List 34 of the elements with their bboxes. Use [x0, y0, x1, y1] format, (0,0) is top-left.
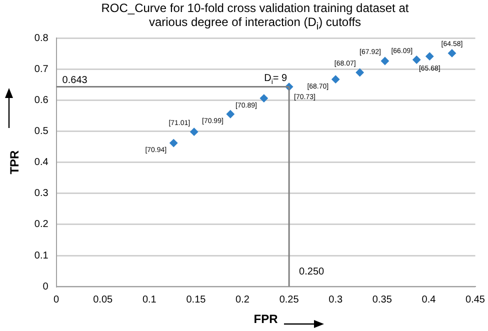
x-tick-label: 0.25 [279, 294, 300, 306]
point [426, 52, 434, 60]
x-tick-label: 0.4 [422, 294, 436, 306]
point [380, 56, 389, 65]
y-tick-label: 0.5 [34, 126, 49, 137]
point [448, 49, 456, 58]
x-tick-label: 0.3 [328, 294, 343, 306]
point [170, 139, 178, 148]
y-tick-label: 0 [42, 281, 49, 292]
x-tick-label: 0.45 [466, 294, 486, 306]
chart-title: ROC_Curve for 10-fold cross validation training dataset at various degree of interaction (D$_{i}$) cutoffs [100, 1, 410, 34]
point [260, 94, 268, 102]
point [226, 110, 234, 118]
point [356, 68, 364, 76]
y-tick-label: 0.3 [34, 188, 49, 200]
point [190, 128, 198, 136]
y-tick-label: 0.4 [34, 157, 49, 168]
x-axis-title: FPR [254, 312, 278, 326]
y-tick-label: 0.8 [34, 32, 49, 44]
y-tick-label: 0.6 [34, 94, 49, 106]
y-tick-label: 0.7 [34, 64, 49, 75]
y-tick-label: 0.1 [34, 250, 49, 262]
x-tick-label: 0.1 [142, 294, 157, 306]
y-tick-label: 0.2 [34, 219, 49, 230]
x-tick-label: 0 [54, 294, 60, 306]
x-tick-label: 0.05 [93, 294, 114, 306]
ref-line-label: 0.250 [299, 266, 325, 278]
x-tick-label: 0.35 [372, 294, 392, 306]
y-axis-title: TPR [8, 150, 22, 174]
point [332, 75, 340, 84]
point [412, 56, 421, 64]
ref-line-label: 0.643 [62, 74, 88, 86]
x-tick-label: 0.2 [236, 294, 250, 306]
x-tick-label: 0.15 [186, 294, 206, 306]
